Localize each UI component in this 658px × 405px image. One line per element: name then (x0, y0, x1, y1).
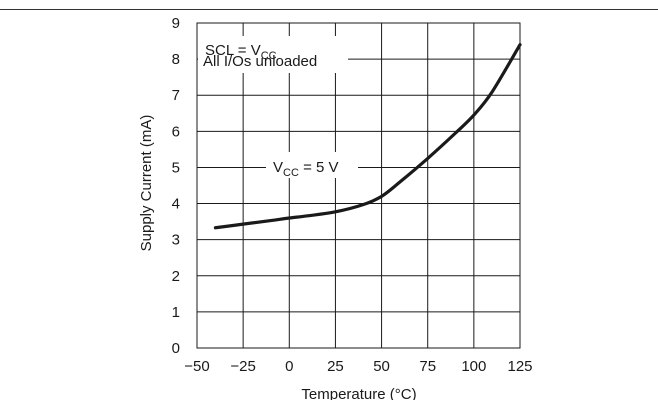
x-tick-label: 25 (327, 358, 344, 375)
plot-frame (196, 22, 521, 349)
top-rule (0, 9, 658, 10)
y-tick-label: 6 (172, 123, 180, 140)
y-tick-label: 3 (172, 232, 180, 249)
annotation-line-2: All I/Os unloaded (203, 53, 317, 70)
y-tick-label: 7 (172, 87, 180, 104)
series-label-background (266, 152, 358, 178)
x-tick-label: −25 (230, 358, 255, 375)
y-tick-label: 8 (172, 51, 180, 68)
y-tick-label: 5 (172, 159, 180, 176)
x-axis-label: Temperature (°C) (301, 386, 416, 400)
x-axis-ticks: −50 −25 0 25 50 75 100 125 (184, 358, 532, 375)
series-line-vcc-5v (213, 43, 522, 230)
y-tick-label: 0 (172, 340, 180, 357)
x-tick-label: 100 (461, 358, 486, 375)
y-tick-label: 1 (172, 304, 180, 321)
x-tick-label: 50 (373, 358, 390, 375)
x-tick-label: 0 (285, 358, 293, 375)
x-tick-label: 75 (419, 358, 436, 375)
y-tick-label: 4 (172, 196, 180, 213)
y-axis-label: Supply Current (mA) (138, 115, 155, 252)
y-axis-ticks: 0 1 2 3 4 5 6 7 8 9 (172, 15, 180, 357)
x-tick-label: −50 (184, 358, 209, 375)
x-tick-label: 125 (507, 358, 532, 375)
y-tick-label: 9 (172, 15, 180, 32)
series-label: VCC = 5 V (273, 159, 339, 179)
annotation-background (198, 36, 348, 73)
annotation-line-1: SCL = VCC (205, 42, 277, 62)
y-tick-label: 2 (172, 268, 180, 285)
